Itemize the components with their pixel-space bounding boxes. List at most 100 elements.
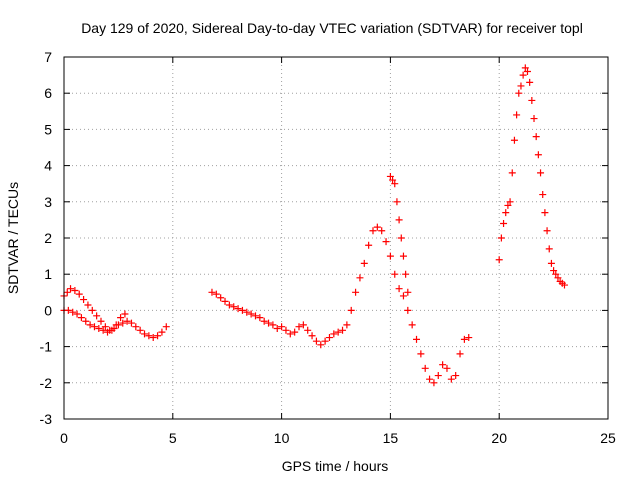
- data-point: [127, 319, 135, 327]
- data-point: [321, 337, 329, 345]
- data-point: [539, 191, 547, 199]
- data-point: [417, 350, 425, 358]
- data-point: [421, 364, 429, 372]
- data-point: [225, 301, 233, 309]
- data-point: [404, 306, 412, 314]
- data-point: [386, 172, 394, 180]
- data-point: [497, 234, 505, 242]
- data-point: [389, 176, 397, 184]
- data-point: [154, 332, 162, 340]
- x-axis-ticks: 0 5 10 15 20 25: [60, 57, 616, 446]
- x-tick-label: 20: [491, 430, 507, 446]
- y-tick-label: 4: [44, 158, 52, 174]
- data-point: [378, 227, 386, 235]
- data-point: [308, 332, 316, 340]
- data-point: [519, 71, 527, 79]
- data-point: [413, 335, 421, 343]
- data-point: [391, 270, 399, 278]
- data-point: [119, 319, 127, 327]
- data-point: [260, 317, 268, 325]
- data-point: [304, 326, 312, 334]
- data-point: [212, 290, 220, 298]
- data-point: [334, 328, 342, 336]
- data-point: [393, 198, 401, 206]
- data-point: [208, 288, 216, 296]
- data-point: [149, 334, 157, 342]
- data-point: [456, 350, 464, 358]
- data-point: [99, 326, 107, 334]
- data-point: [523, 67, 531, 75]
- data-point: [339, 326, 347, 334]
- data-point: [217, 294, 225, 302]
- data-point: [312, 337, 320, 345]
- data-point: [552, 270, 560, 278]
- data-point: [291, 328, 299, 336]
- y-tick-label: 7: [44, 49, 52, 65]
- data-point: [243, 308, 251, 316]
- data-point: [513, 111, 521, 119]
- data-point: [550, 267, 558, 275]
- y-tick-label: 1: [44, 266, 52, 282]
- data-point: [430, 379, 438, 387]
- data-point: [77, 314, 85, 322]
- y-axis-ticks: -3 -2 -1 0 1 2 3 4 5 6 7: [40, 49, 608, 427]
- data-point: [90, 323, 98, 331]
- data-point: [123, 317, 131, 325]
- data-point: [221, 297, 229, 305]
- data-point: [382, 238, 390, 246]
- data-point: [495, 256, 503, 264]
- y-tick-label: 0: [44, 302, 52, 318]
- data-point: [63, 288, 71, 296]
- data-point: [64, 306, 72, 314]
- data-point: [434, 372, 442, 380]
- data-point: [365, 241, 373, 249]
- data-point: [88, 306, 96, 314]
- data-point: [343, 321, 351, 329]
- chart-title: Day 129 of 2020, Sidereal Day-to-day VTE…: [81, 20, 583, 36]
- data-point: [67, 285, 75, 293]
- data-point: [547, 259, 555, 267]
- y-tick-label: -2: [40, 375, 53, 391]
- data-point: [330, 330, 338, 338]
- data-point: [256, 314, 264, 322]
- data-point: [356, 274, 364, 282]
- data-point: [269, 321, 277, 329]
- data-point: [299, 321, 307, 329]
- x-tick-label: 10: [274, 430, 290, 446]
- data-point: [399, 252, 407, 260]
- data-point: [141, 330, 149, 338]
- data-point: [82, 317, 90, 325]
- data-point: [325, 334, 333, 342]
- data-point: [86, 321, 94, 329]
- data-point: [500, 220, 508, 228]
- data-point: [465, 334, 473, 342]
- data-point: [386, 252, 394, 260]
- x-tick-label: 5: [169, 430, 177, 446]
- data-point: [395, 216, 403, 224]
- data-points: [60, 64, 568, 387]
- series: [60, 306, 129, 336]
- data-point: [136, 326, 144, 334]
- data-point: [282, 326, 290, 334]
- data-point: [251, 312, 259, 320]
- data-point: [408, 321, 416, 329]
- plot-frame: [63, 56, 609, 420]
- data-point: [317, 341, 325, 349]
- data-point: [534, 151, 542, 159]
- data-point: [530, 115, 538, 123]
- data-point: [537, 169, 545, 177]
- data-point: [528, 96, 536, 104]
- data-point: [104, 328, 112, 336]
- data-point: [158, 328, 166, 336]
- data-point: [526, 78, 534, 86]
- data-point: [508, 169, 516, 177]
- series: [208, 223, 473, 387]
- data-point: [395, 285, 403, 293]
- data-point: [162, 323, 170, 331]
- data-point: [404, 288, 412, 296]
- data-point: [117, 314, 125, 322]
- data-point: [84, 301, 92, 309]
- data-point: [360, 259, 368, 267]
- y-axis-label: SDTVAR / TECUs: [5, 182, 21, 294]
